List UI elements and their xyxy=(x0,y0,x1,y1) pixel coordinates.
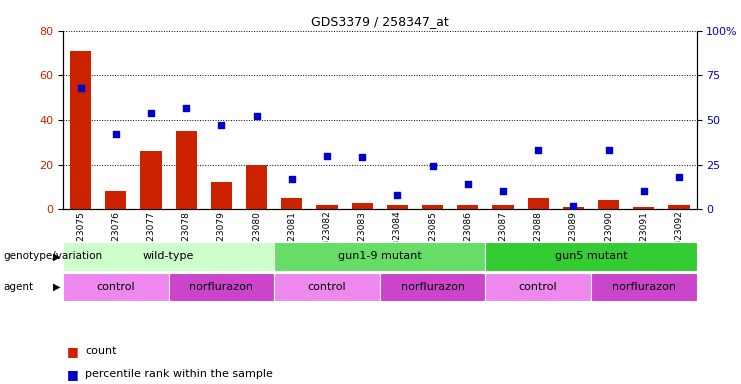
Bar xyxy=(457,205,478,209)
Bar xyxy=(422,205,443,209)
Point xyxy=(180,104,192,111)
Bar xyxy=(598,200,619,209)
Bar xyxy=(633,207,654,209)
Point xyxy=(321,153,333,159)
Text: control: control xyxy=(519,282,557,292)
Bar xyxy=(562,207,584,209)
Point xyxy=(568,203,579,209)
Text: percentile rank within the sample: percentile rank within the sample xyxy=(85,369,273,379)
Bar xyxy=(528,198,548,209)
Point xyxy=(462,181,473,187)
Bar xyxy=(169,273,274,301)
Bar xyxy=(379,273,485,301)
Text: count: count xyxy=(85,346,117,356)
Text: agent: agent xyxy=(4,282,34,292)
Point xyxy=(638,189,650,195)
Text: wild-type: wild-type xyxy=(143,251,194,262)
Text: ▶: ▶ xyxy=(53,251,61,262)
Bar xyxy=(591,273,697,301)
Point xyxy=(602,147,614,154)
Bar xyxy=(63,242,274,271)
Text: genotype/variation: genotype/variation xyxy=(4,251,103,262)
Point xyxy=(216,122,227,128)
Text: norflurazon: norflurazon xyxy=(612,282,676,292)
Text: norflurazon: norflurazon xyxy=(401,282,465,292)
Point xyxy=(391,192,403,198)
Text: ■: ■ xyxy=(67,368,79,381)
Point xyxy=(286,176,298,182)
Bar xyxy=(492,205,514,209)
Bar xyxy=(246,165,267,209)
Bar xyxy=(63,273,169,301)
Bar xyxy=(274,242,485,271)
Point xyxy=(75,85,87,91)
Bar xyxy=(281,198,302,209)
Text: gun5 mutant: gun5 mutant xyxy=(554,251,628,262)
Bar xyxy=(105,192,126,209)
Bar xyxy=(210,182,232,209)
Bar xyxy=(351,203,373,209)
Point xyxy=(110,131,122,137)
Bar xyxy=(141,151,162,209)
Point xyxy=(532,147,544,154)
Bar xyxy=(387,205,408,209)
Bar xyxy=(485,242,697,271)
Text: norflurazon: norflurazon xyxy=(190,282,253,292)
Bar xyxy=(316,205,337,209)
Point xyxy=(250,113,262,119)
Text: control: control xyxy=(96,282,135,292)
Bar xyxy=(176,131,197,209)
Bar xyxy=(485,273,591,301)
Text: control: control xyxy=(308,282,346,292)
Point xyxy=(145,110,157,116)
Point xyxy=(356,154,368,161)
Bar xyxy=(274,273,380,301)
Text: ▶: ▶ xyxy=(53,282,61,292)
Point xyxy=(497,189,509,195)
Bar xyxy=(70,51,91,209)
Text: ■: ■ xyxy=(67,345,79,358)
Bar xyxy=(668,205,689,209)
Text: gun1-9 mutant: gun1-9 mutant xyxy=(338,251,422,262)
Title: GDS3379 / 258347_at: GDS3379 / 258347_at xyxy=(311,15,448,28)
Point xyxy=(427,163,439,169)
Point xyxy=(673,174,685,180)
